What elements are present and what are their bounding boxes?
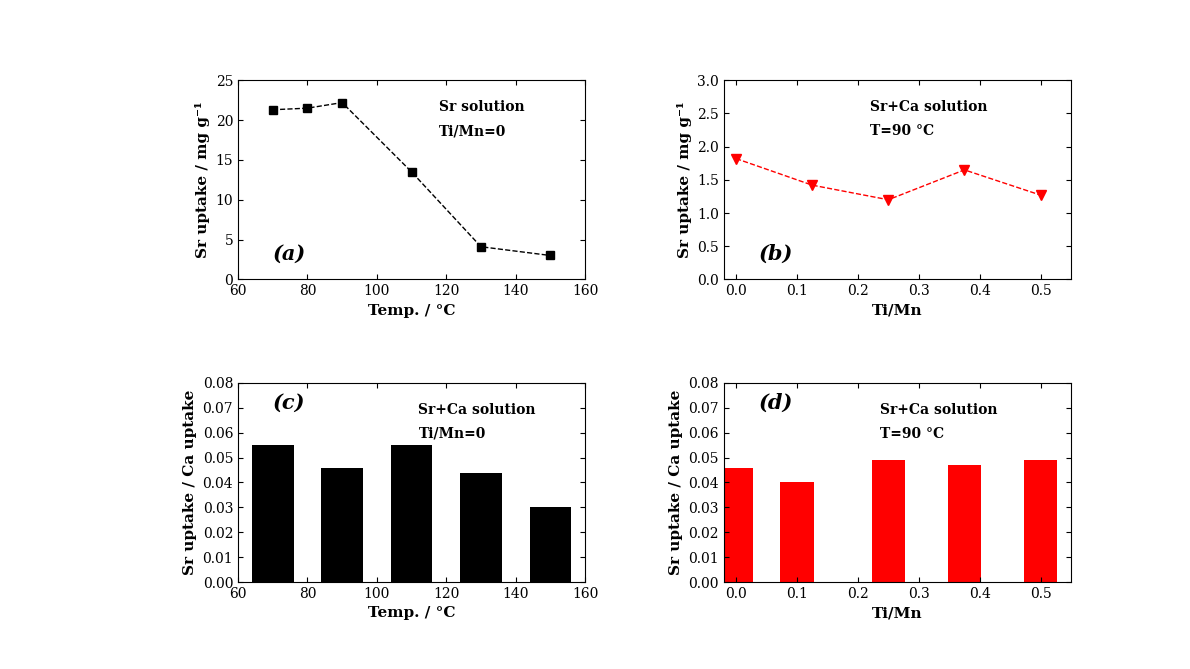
Text: (c): (c) — [273, 393, 305, 413]
Text: Sr+Ca solution: Sr+Ca solution — [881, 403, 997, 417]
Text: Sr+Ca solution: Sr+Ca solution — [870, 100, 988, 114]
X-axis label: Ti/Mn: Ti/Mn — [872, 304, 922, 318]
Y-axis label: Sr uptake / Ca uptake: Sr uptake / Ca uptake — [183, 390, 198, 575]
Text: (d): (d) — [759, 393, 793, 413]
Bar — [781, 482, 814, 582]
Text: Ti/Mn=0: Ti/Mn=0 — [439, 124, 507, 138]
Text: (b): (b) — [759, 244, 793, 264]
Text: Ti/Mn=0: Ti/Mn=0 — [419, 427, 486, 441]
X-axis label: Ti/Mn: Ti/Mn — [872, 606, 922, 620]
Text: (a): (a) — [273, 244, 306, 264]
Y-axis label: Sr uptake / mg g⁻¹: Sr uptake / mg g⁻¹ — [677, 102, 691, 258]
Text: T=90 °C: T=90 °C — [881, 427, 944, 441]
X-axis label: Temp. / °C: Temp. / °C — [368, 304, 456, 318]
Bar — [719, 468, 753, 582]
Bar — [321, 468, 363, 582]
Bar — [1023, 460, 1057, 582]
Bar — [530, 507, 571, 582]
X-axis label: Temp. / °C: Temp. / °C — [368, 606, 456, 620]
Text: T=90 °C: T=90 °C — [870, 124, 934, 138]
Y-axis label: Sr uptake / mg g⁻¹: Sr uptake / mg g⁻¹ — [195, 102, 209, 258]
Bar — [252, 445, 294, 582]
Bar — [461, 472, 502, 582]
Text: Sr solution: Sr solution — [439, 100, 525, 114]
Bar — [390, 445, 432, 582]
Bar — [947, 465, 982, 582]
Y-axis label: Sr uptake / Ca uptake: Sr uptake / Ca uptake — [669, 390, 683, 575]
Bar — [871, 460, 906, 582]
Text: Sr+Ca solution: Sr+Ca solution — [419, 403, 536, 417]
